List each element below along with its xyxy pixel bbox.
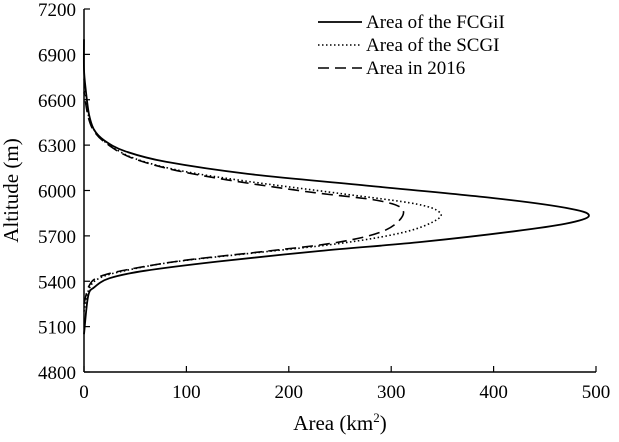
x-tick-label: 400 (479, 382, 508, 403)
y-tick-label: 5400 (38, 272, 76, 293)
y-tick-label: 4800 (38, 363, 76, 384)
legend-label-1: Area of the FCGiI (366, 12, 505, 33)
x-tick-label: 100 (172, 382, 201, 403)
x-axis-title-main: Area (km (293, 411, 373, 435)
y-tick-label: 6900 (38, 45, 76, 66)
y-tick-label: 6600 (38, 91, 76, 112)
x-tick-label: 500 (582, 382, 611, 403)
y-tick-label: 6000 (38, 182, 76, 203)
series-line-1 (82, 39, 590, 335)
series-line-2 (83, 77, 442, 312)
y-tick-label: 7200 (38, 0, 76, 21)
series-line-3 (83, 92, 405, 305)
x-axis-title-close: ) (380, 411, 387, 435)
y-tick-label: 5700 (38, 227, 76, 248)
x-tick-label: 200 (275, 382, 304, 403)
x-axis-title: Area (km2) (293, 410, 386, 435)
y-tick-label: 5100 (38, 318, 76, 339)
x-tick-label: 0 (79, 382, 89, 403)
legend-label-3: Area in 2016 (366, 58, 465, 79)
x-tick-label: 300 (377, 382, 406, 403)
y-axis-title: Altitude (m) (0, 138, 23, 242)
y-tick-label: 6300 (38, 136, 76, 157)
legend-label-2: Area of the SCGI (366, 35, 500, 56)
x-axis-title-superscript: 2 (373, 410, 380, 425)
